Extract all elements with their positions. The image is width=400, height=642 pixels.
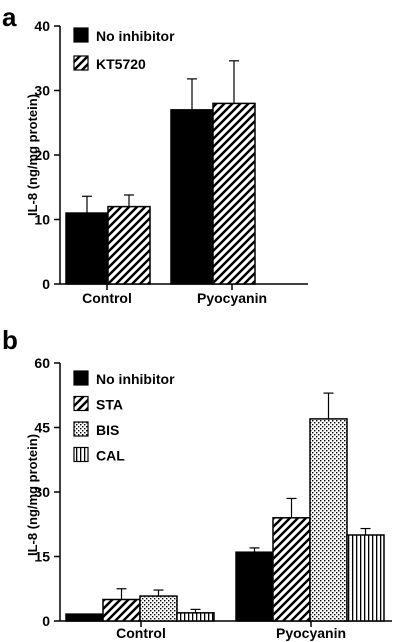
x-tick-label: Control: [116, 625, 166, 641]
legend-swatch: [73, 370, 89, 386]
y-tick-label: 40: [34, 18, 50, 34]
bar: [65, 613, 104, 622]
legend-label: No inhibitor: [96, 371, 175, 387]
bar: [235, 551, 274, 622]
y-tick-label: 30: [34, 83, 50, 99]
legend-label: CAL: [96, 448, 125, 464]
legend-label: No inhibitor: [96, 28, 175, 44]
y-tick-label: 60: [34, 355, 50, 371]
x-tick-label: Pyocyanin: [197, 290, 267, 306]
panel-label: b: [2, 325, 18, 355]
panel-b: b 0 15 30 45 60 IL-8 (ng/mg protein) Control Pyo…: [2, 325, 392, 641]
legend-label: KT5720: [96, 56, 146, 72]
bar: [139, 595, 178, 622]
y-tick-label: 20: [34, 147, 50, 163]
bar: [309, 418, 348, 622]
y-tick-label: 45: [34, 420, 50, 436]
bar: [65, 212, 109, 285]
legend-swatch: [73, 446, 89, 463]
y-tick-label: 30: [34, 484, 50, 500]
bar: [212, 102, 256, 285]
panel-label: a: [2, 2, 17, 32]
legend-swatch: [73, 55, 89, 71]
bar: [272, 517, 311, 622]
y-tick-label: 0: [42, 613, 50, 629]
y-axis-title: IL-8 (ng/mg protein): [25, 434, 40, 556]
y-tick-label: 10: [34, 212, 50, 228]
y-axis-title: IL-8 (ng/mg protein): [25, 94, 40, 216]
bar: [346, 534, 385, 622]
legend-swatch: [73, 395, 89, 412]
x-tick-label: Control: [82, 290, 132, 306]
bar: [107, 205, 151, 285]
legend-label: STA: [96, 397, 123, 413]
legend-swatch: [73, 421, 89, 437]
legend-swatch: [73, 27, 89, 43]
y-tick-label: 15: [34, 549, 50, 565]
bar: [176, 612, 215, 622]
y-tick-label: 0: [42, 276, 50, 292]
legend-label: BIS: [96, 422, 119, 438]
panel-a: a 0 10 20 30 40 IL-8 (ng/mg protein) Control Pyo…: [2, 2, 308, 306]
x-tick-label: Pyocyanin: [276, 625, 346, 641]
bar: [102, 598, 141, 622]
bar: [170, 109, 214, 285]
